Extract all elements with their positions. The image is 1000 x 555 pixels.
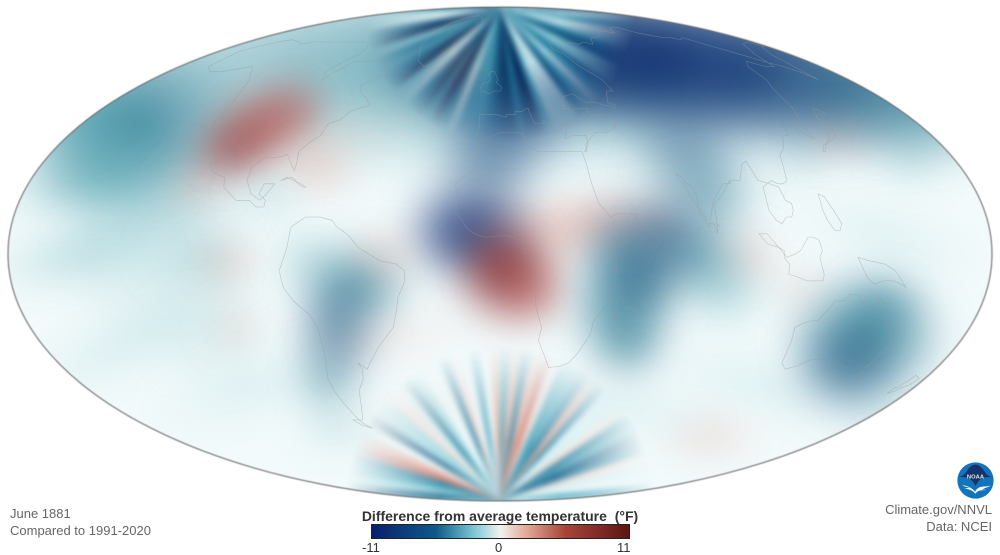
svg-text:NOAA: NOAA: [966, 474, 983, 480]
